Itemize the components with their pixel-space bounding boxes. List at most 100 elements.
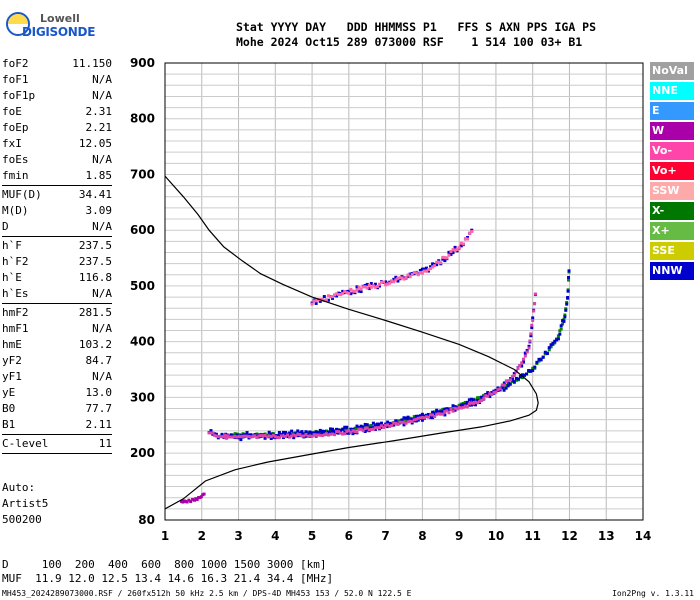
oblique-trace-point [420, 271, 424, 275]
o-trace-point [226, 434, 230, 438]
e-trace-point [189, 500, 193, 504]
o-trace-point [408, 419, 412, 423]
oblique-trace-point [347, 291, 351, 295]
oblique-trace-point [459, 241, 463, 245]
oblique-trace-point [394, 275, 398, 279]
oblique-trace-point [451, 248, 455, 252]
o-trace-point [279, 434, 283, 438]
o-trace-point [443, 410, 447, 414]
param-name: C-level [2, 437, 49, 450]
o-trace-point [231, 435, 235, 439]
x-trace-point [333, 429, 337, 433]
oblique-trace-point [335, 294, 339, 298]
x-trace-point [245, 431, 249, 435]
o-trace-point [433, 415, 437, 419]
x-trace-point [441, 407, 445, 411]
oblique-trace-point [441, 257, 445, 261]
x-trace-point [235, 433, 239, 437]
o-trace-point [455, 407, 459, 411]
o-trace-point [288, 435, 292, 439]
x-tick-label: 3 [234, 529, 242, 543]
oblique-trace-point [384, 283, 388, 287]
o-trace-point [447, 407, 451, 411]
oblique-trace-point [375, 285, 379, 289]
o-trace-point [388, 424, 392, 428]
x-trace-point [375, 422, 379, 426]
oblique-trace-point [412, 271, 416, 275]
x-tick-label: 10 [488, 529, 505, 543]
o-trace-point [529, 334, 533, 338]
o-trace-point [273, 435, 277, 439]
param-value: 2.21 [85, 121, 113, 134]
oblique-trace-point [314, 301, 318, 305]
o-trace-point [375, 426, 379, 430]
oblique-trace-point [390, 279, 394, 283]
param-row: foF2 11.150 [2, 56, 112, 72]
o-trace-point [351, 429, 355, 433]
o-trace-point [449, 408, 453, 412]
distance-row: D 100 200 400 600 800 1000 1500 3000 [km… [2, 558, 327, 571]
param-name: MUF(D) [2, 188, 42, 201]
param-name: foF1 [2, 73, 29, 86]
param-name: yF1 [2, 370, 22, 383]
param-separator [2, 453, 112, 454]
x-trace-point [326, 430, 330, 434]
x-trace-point [556, 337, 560, 341]
o-trace-point [320, 434, 324, 438]
param-row: hmF1 N/A [2, 321, 112, 337]
o-trace-point [469, 403, 473, 407]
param-name: foF2 [2, 57, 29, 70]
o-trace-point [473, 400, 477, 404]
param-name: h`E [2, 271, 22, 284]
o-trace-point [443, 413, 447, 417]
param-row: yF1 N/A [2, 369, 112, 385]
oblique-trace-point [455, 248, 459, 252]
x-trace-point [496, 386, 500, 390]
x-trace-point [243, 433, 247, 437]
o-trace-point [461, 405, 465, 409]
o-trace-point [447, 411, 451, 415]
param-value: 11.150 [72, 57, 112, 70]
o-trace-point [343, 432, 347, 436]
param-row: D N/A [2, 219, 112, 235]
oblique-trace-point [410, 272, 414, 276]
o-trace-point [523, 351, 527, 355]
param-row: M(D) 3.09 [2, 203, 112, 219]
x-trace-point [559, 324, 563, 328]
o-trace-point [271, 435, 275, 439]
x-trace-point [353, 426, 357, 430]
x-trace-point [471, 398, 475, 402]
oblique-trace-point [337, 293, 341, 297]
o-trace-point [412, 418, 416, 422]
o-trace-point [347, 429, 351, 433]
o-trace-point [422, 414, 426, 418]
o-trace-point [386, 425, 390, 429]
o-trace-point [284, 433, 288, 437]
e-trace-point [191, 497, 195, 501]
x-trace-point [269, 432, 273, 436]
x-trace-point [406, 415, 410, 419]
o-trace-point [382, 425, 386, 429]
o-trace-point [261, 434, 265, 438]
param-name: hmF1 [2, 322, 29, 335]
o-trace-point [220, 432, 224, 436]
y-tick-label: 700 [130, 167, 155, 181]
o-trace-point [320, 431, 324, 435]
auto-label: Auto: [2, 481, 36, 494]
oblique-trace-point [427, 268, 431, 272]
o-trace-point [304, 433, 308, 437]
o-trace-point [500, 383, 504, 387]
x-trace-point [318, 428, 322, 432]
oblique-trace-point [365, 282, 369, 286]
x-trace-point [567, 278, 571, 282]
o-trace-point [365, 426, 369, 430]
o-trace-point [292, 436, 296, 440]
x-trace-point [543, 350, 547, 354]
oblique-trace-point [402, 277, 406, 281]
param-value: N/A [92, 220, 112, 233]
e-trace-point [199, 495, 203, 499]
o-trace-point [331, 432, 335, 436]
o-trace-point [502, 381, 506, 385]
o-trace-point [345, 429, 349, 433]
o-trace-point [322, 430, 326, 434]
